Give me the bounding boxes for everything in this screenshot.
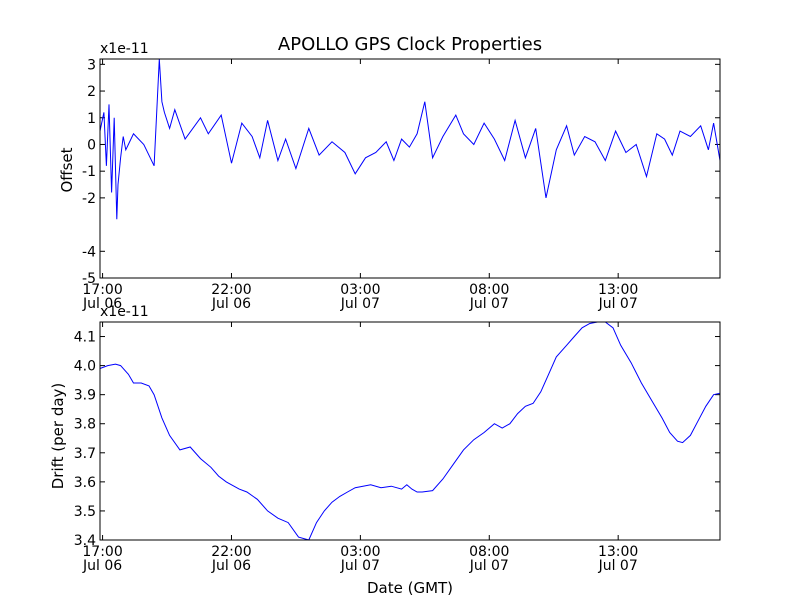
- offset-ytick-label: -4: [82, 244, 96, 260]
- x-axis-label: Date (GMT): [367, 579, 453, 597]
- offset-xtick-date-label: Jul 06: [82, 296, 122, 312]
- drift-panel: x1e-11 Drift (per day) Date (GMT) 4.1 4.0…: [49, 304, 721, 597]
- drift-xtick-date-label: Jul 07: [598, 558, 638, 574]
- drift-xtick-time-label: 08:00: [469, 544, 509, 560]
- offset-xtick-date-label: Jul 07: [469, 296, 509, 312]
- offset-panel: APOLLO GPS Clock Properties x1e-11 Offse…: [58, 34, 721, 312]
- offset-y-axis-label: Offset: [58, 147, 76, 192]
- drift-xtick-time-label: 22:00: [211, 544, 251, 560]
- offset-xtick-time-label: 17:00: [82, 282, 122, 298]
- offset-xtick-date-label: Jul 07: [598, 296, 638, 312]
- drift-series-line: [99, 321, 721, 541]
- drift-xtick-date-label: Jul 06: [211, 558, 251, 574]
- offset-series-line: [99, 58, 721, 220]
- offset-ytick-label: 0: [87, 137, 96, 153]
- offset-xtick-date-label: Jul 06: [211, 296, 251, 312]
- drift-xtick-date-label: Jul 06: [82, 558, 122, 574]
- offset-plot-frame: [99, 58, 721, 279]
- drift-xtick-date-label: Jul 07: [340, 558, 380, 574]
- drift-ytick-label: 3.9: [74, 388, 96, 404]
- offset-ytick-label: -1: [82, 164, 96, 180]
- offset-multiplier-label: x1e-11: [100, 41, 149, 57]
- drift-xtick-time-label: 17:00: [82, 544, 122, 560]
- offset-ytick-label: -2: [82, 191, 96, 207]
- drift-ytick-label: 3.6: [74, 475, 96, 491]
- drift-xtick-time-label: 03:00: [340, 544, 380, 560]
- drift-y-axis-label: Drift (per day): [49, 383, 67, 490]
- drift-ytick-label: 3.8: [74, 417, 96, 433]
- drift-xtick-date-label: Jul 07: [469, 558, 509, 574]
- offset-ytick-label: 1: [87, 111, 96, 127]
- offset-xtick-time-label: 03:00: [340, 282, 380, 298]
- chart-title: APOLLO GPS Clock Properties: [278, 34, 542, 55]
- drift-multiplier-label: x1e-11: [100, 304, 149, 320]
- offset-xtick-date-label: Jul 07: [340, 296, 380, 312]
- drift-xtick-time-label: 13:00: [598, 544, 638, 560]
- drift-ytick-label: 3.7: [74, 446, 96, 462]
- offset-ytick-label: -5: [82, 271, 96, 287]
- drift-ytick-label: 4.0: [74, 359, 96, 375]
- offset-ytick-label: 3: [87, 57, 96, 73]
- drift-ytick-label: 3.4: [74, 533, 96, 549]
- offset-ytick-label: 2: [87, 84, 96, 100]
- offset-xtick-time-label: 22:00: [211, 282, 251, 298]
- drift-ytick-label: 3.5: [74, 504, 96, 520]
- offset-xtick-time-label: 08:00: [469, 282, 509, 298]
- offset-xtick-time-label: 13:00: [598, 282, 638, 298]
- drift-plot-frame: [99, 321, 721, 541]
- drift-ytick-label: 4.1: [74, 330, 96, 346]
